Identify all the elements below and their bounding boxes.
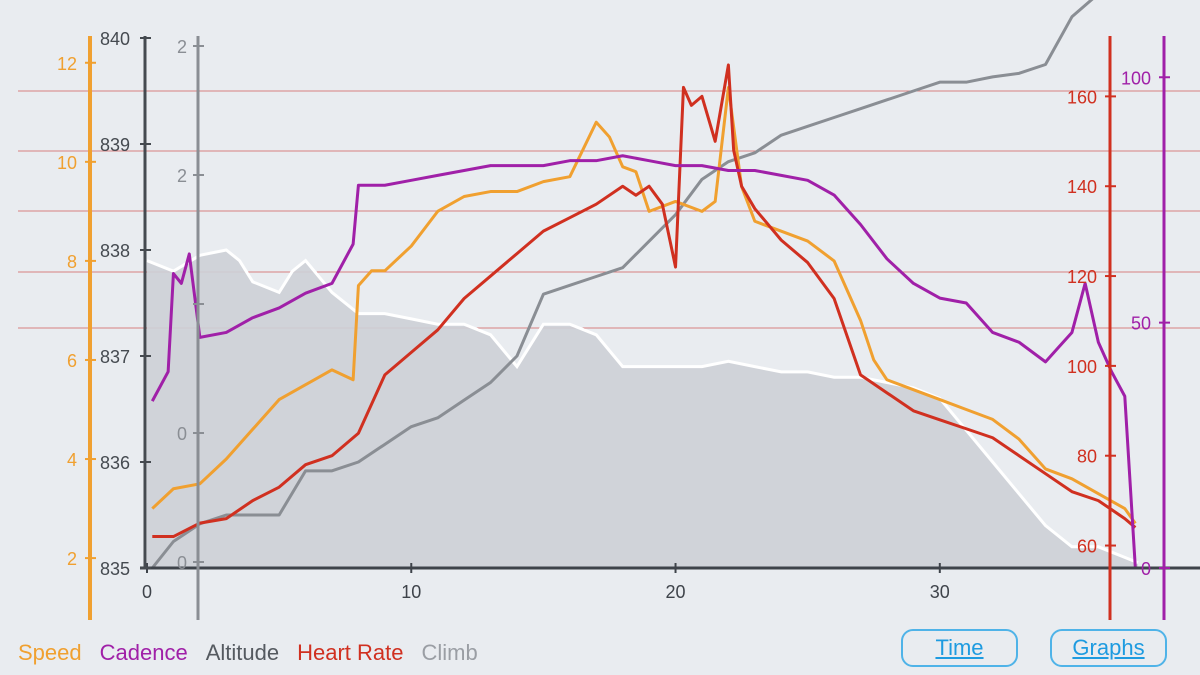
altitude-tick-label: 838 (100, 241, 130, 261)
cadence-tick-label: 0 (1141, 559, 1151, 579)
legend-speed: Speed (18, 640, 82, 665)
graphs-button[interactable]: Graphs (1050, 629, 1167, 667)
altitude-tick-label: 835 (100, 559, 130, 579)
heart-rate-tick-label: 80 (1077, 447, 1097, 467)
heart-rate-tick-label: 100 (1067, 357, 1097, 377)
time-button[interactable]: Time (901, 629, 1018, 667)
series-heart-rate (152, 63, 1137, 539)
legend: Speed Cadence Altitude Heart Rate Climb (18, 640, 478, 666)
speed-tick-label: 4 (67, 450, 77, 470)
altitude-tick-label: 839 (100, 135, 130, 155)
heart-rate-tick-label: 120 (1067, 267, 1097, 287)
heart-rate-tick-label: 60 (1077, 537, 1097, 557)
altitude-tick-label: 840 (100, 29, 130, 49)
x-tick-label: 10 (401, 582, 421, 602)
legend-heart-rate: Heart Rate (297, 640, 404, 665)
altitude-line (146, 248, 1139, 565)
speed-tick-label: 6 (67, 351, 77, 371)
series-climb (151, 0, 1094, 569)
climb-tick-label: 0 (177, 553, 187, 573)
speed-tick-label: 10 (57, 153, 77, 173)
altitude-tick-label: 836 (100, 453, 130, 473)
legend-altitude: Altitude (205, 640, 280, 665)
series-cadence (150, 154, 1137, 569)
cadence-tick-label: 50 (1131, 314, 1151, 334)
series-lines-layer (150, 0, 1137, 569)
altitude-area (147, 250, 1138, 568)
speed-tick-label: 12 (57, 54, 77, 74)
x-tick-label: 30 (930, 582, 950, 602)
climb-tick-label: 2 (177, 37, 187, 57)
heart-rate-tick-label: 160 (1067, 87, 1097, 107)
legend-climb: Climb (421, 640, 478, 665)
heart-rate-tick-label: 140 (1067, 177, 1097, 197)
climb-tick-label: 0 (177, 424, 187, 444)
legend-cadence: Cadence (99, 640, 188, 665)
x-tick-label: 20 (666, 582, 686, 602)
speed-tick-label: 2 (67, 549, 77, 569)
cadence-tick-label: 100 (1121, 68, 1151, 88)
climb-tick-label: 2 (177, 166, 187, 186)
x-tick-label: 0 (142, 582, 152, 602)
altitude-area-layer (146, 248, 1139, 568)
speed-tick-label: 8 (67, 252, 77, 272)
altitude-tick-label: 837 (100, 347, 130, 367)
